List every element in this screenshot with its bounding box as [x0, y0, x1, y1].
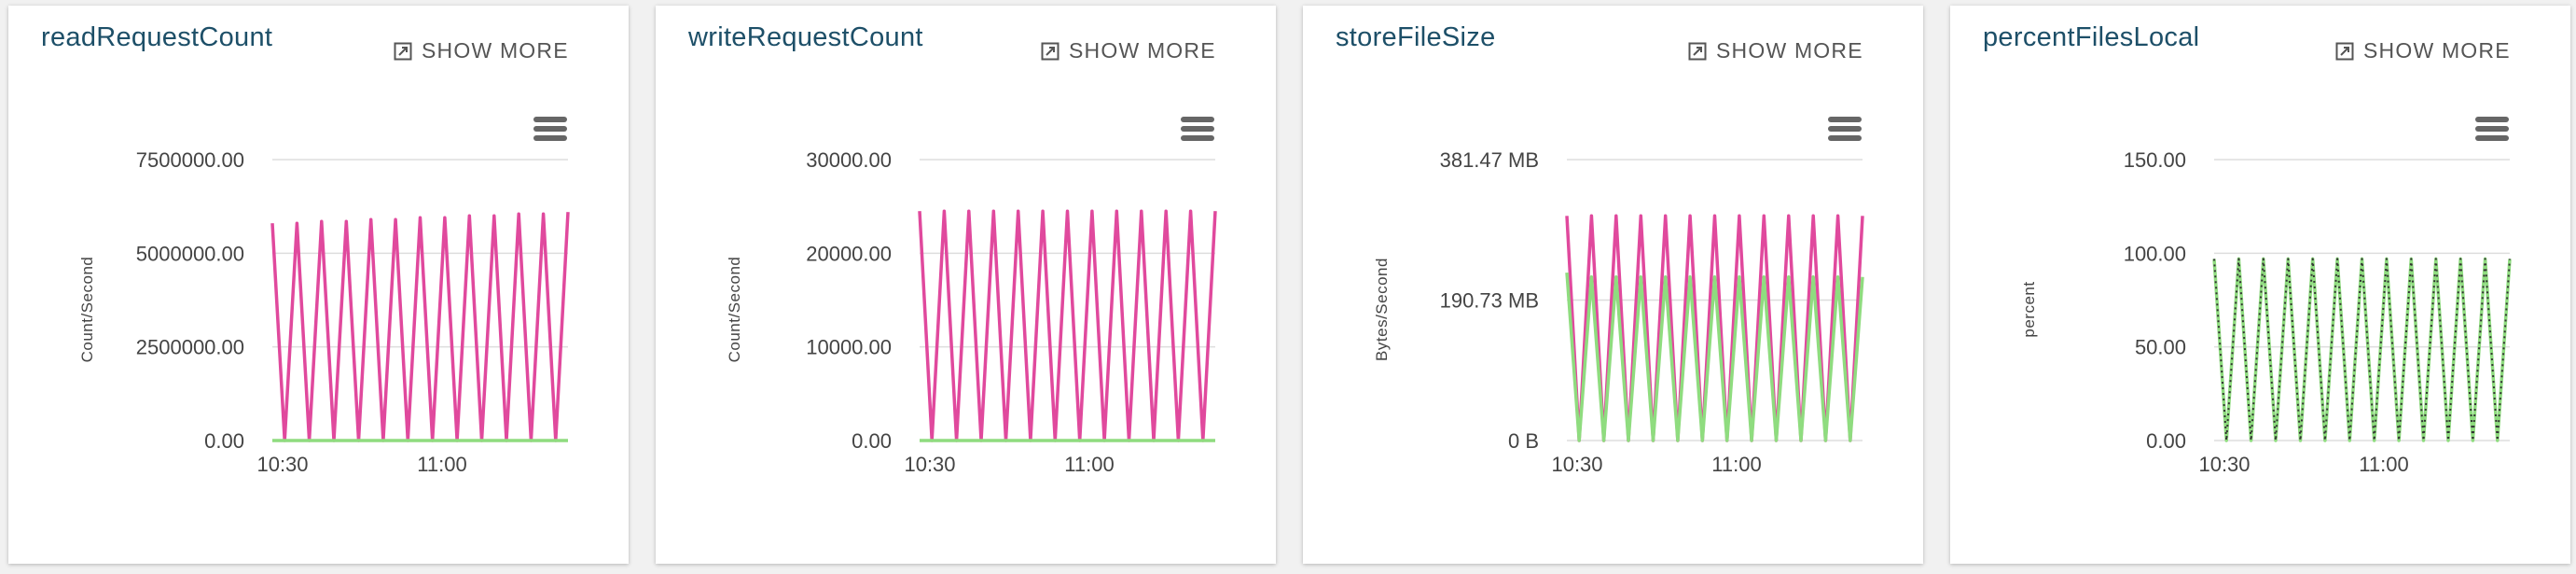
- chart-title: writeRequestCount: [688, 22, 923, 52]
- x-tick-label: 11:00: [2359, 453, 2408, 476]
- chart-plot: 0.00 2500000.00 5000000.00 7500000.00 10:30 1…: [78, 148, 570, 476]
- show-more-button[interactable]: SHOW MORE: [394, 38, 569, 63]
- y-axis-label: Count/Second: [726, 257, 743, 363]
- y-tick-label: 7500000.00: [136, 148, 244, 172]
- chart-panel: writeRequestCount SHOW MORE 0.00 10000.00 20…: [656, 6, 1276, 564]
- y-tick-label: 381.47 MB: [1440, 148, 1539, 172]
- chart-menu-icon[interactable]: [2475, 117, 2509, 145]
- y-tick-label: 2500000.00: [136, 336, 244, 359]
- y-tick-label: 0.00: [204, 429, 244, 453]
- chart-plot: 0.00 50.00 100.00 150.00 10:30 11:00 percent: [2020, 148, 2512, 476]
- expand-icon: [1041, 42, 1059, 60]
- y-axis-label: percent: [2020, 281, 2038, 337]
- show-more-button[interactable]: SHOW MORE: [2335, 38, 2511, 63]
- x-tick-label: 10:30: [1551, 453, 1602, 476]
- expand-icon: [2335, 42, 2354, 60]
- chart-panel: storeFileSize SHOW MORE 0 B 190.73 MB 381.47…: [1303, 6, 1923, 564]
- y-tick-label: 100.00: [2124, 242, 2186, 265]
- y-tick-label: 0.00: [2146, 429, 2186, 453]
- chart-title: readRequestCount: [41, 22, 273, 52]
- chart-title: percentFilesLocal: [1983, 22, 2200, 52]
- x-tick-label: 11:00: [1064, 453, 1114, 476]
- series-line: [1565, 214, 1864, 442]
- series-line: [1565, 272, 1864, 442]
- y-tick-label: 0 B: [1508, 429, 1539, 453]
- show-more-label: SHOW MORE: [422, 38, 569, 63]
- y-tick-label: 10000.00: [806, 336, 892, 359]
- expand-icon: [394, 42, 412, 60]
- y-tick-label: 0.00: [852, 429, 892, 453]
- x-tick-label: 11:00: [417, 453, 466, 476]
- series-line: [2212, 257, 2512, 442]
- y-tick-label: 50.00: [2135, 336, 2186, 359]
- chart-plot: 0.00 10000.00 20000.00 30000.00 10:30 11:00 Co…: [726, 148, 1217, 476]
- show-more-label: SHOW MORE: [1716, 38, 1863, 63]
- y-axis-label: Bytes/Second: [1373, 258, 1391, 361]
- x-tick-label: 10:30: [904, 453, 955, 476]
- y-tick-label: 150.00: [2124, 148, 2186, 172]
- x-tick-label: 10:30: [256, 453, 308, 476]
- y-tick-label: 5000000.00: [136, 242, 244, 265]
- chart-menu-icon[interactable]: [1828, 117, 1862, 145]
- series-line: [2213, 258, 2511, 441]
- series-line: [918, 209, 1217, 442]
- x-tick-label: 11:00: [1711, 453, 1761, 476]
- chart-plot: 0 B 190.73 MB 381.47 MB 10:30 11:00 Bytes/Sec…: [1373, 148, 1864, 476]
- show-more-label: SHOW MORE: [1069, 38, 1216, 63]
- y-axis-label: Count/Second: [78, 257, 96, 363]
- chart-panel: readRequestCount SHOW MORE 0.00 2500000.00 5…: [8, 6, 629, 564]
- show-more-label: SHOW MORE: [2363, 38, 2511, 63]
- y-tick-label: 190.73 MB: [1440, 289, 1539, 313]
- chart-menu-icon[interactable]: [1181, 117, 1214, 145]
- chart-panel: percentFilesLocal SHOW MORE 0.00 50.00 100.0…: [1950, 6, 2570, 564]
- chart-title: storeFileSize: [1336, 22, 1496, 52]
- y-tick-label: 20000.00: [806, 242, 892, 265]
- x-tick-label: 10:30: [2198, 453, 2250, 476]
- chart-menu-icon[interactable]: [533, 117, 567, 145]
- expand-icon: [1688, 42, 1707, 60]
- show-more-button[interactable]: SHOW MORE: [1688, 38, 1863, 63]
- series-line: [270, 212, 570, 442]
- show-more-button[interactable]: SHOW MORE: [1041, 38, 1216, 63]
- y-tick-label: 30000.00: [806, 148, 892, 172]
